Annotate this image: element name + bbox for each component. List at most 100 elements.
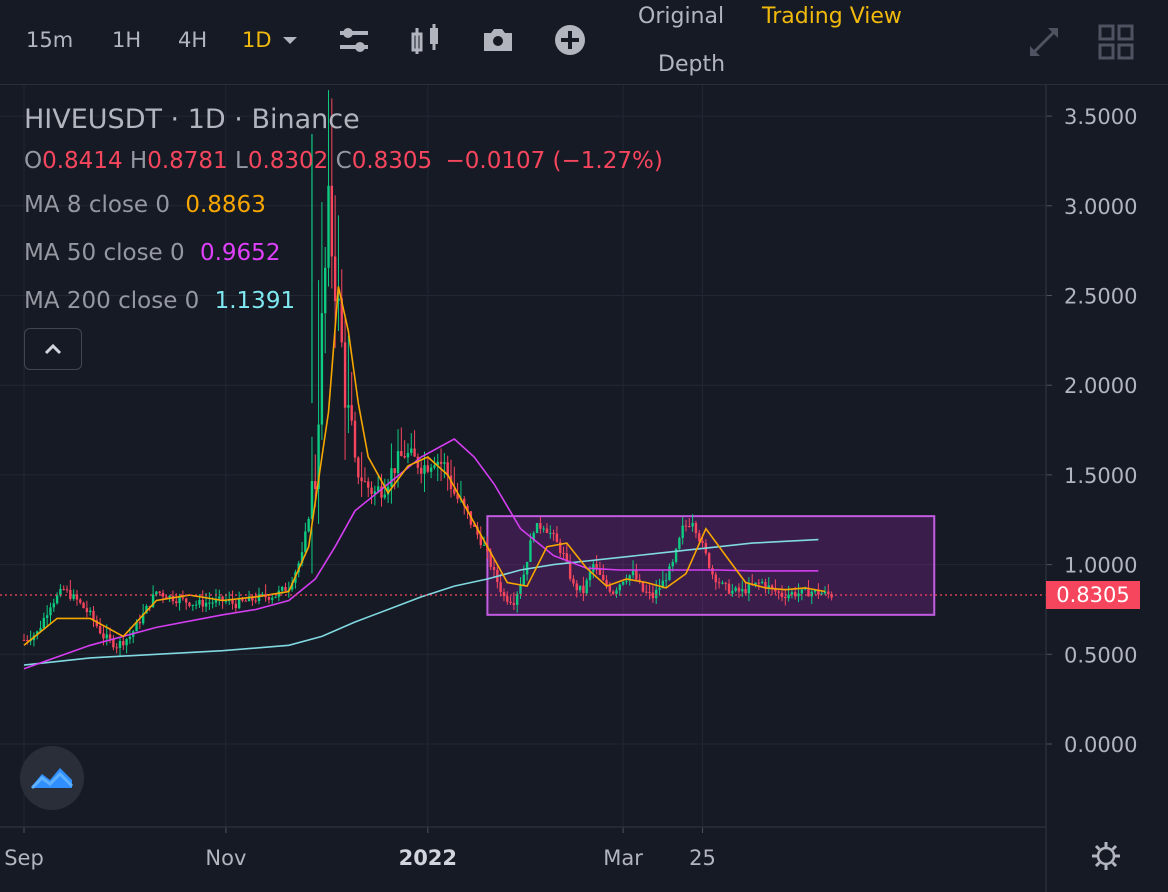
- x-tick-label: Nov: [205, 846, 246, 870]
- interval-1h[interactable]: 1H: [112, 28, 142, 52]
- candle-body: [532, 533, 535, 541]
- candle-body: [36, 631, 39, 636]
- gear-icon[interactable]: [1090, 840, 1122, 872]
- candle-body: [433, 465, 436, 468]
- candle-body: [396, 451, 400, 474]
- chart-toolbar: 15m 1H 4H 1D Original Trading View Depth: [0, 0, 1168, 85]
- candle-body: [820, 593, 823, 595]
- candle-body: [443, 462, 446, 464]
- candle-body: [671, 562, 674, 567]
- candle-body: [764, 581, 767, 589]
- candle-body: [39, 627, 42, 632]
- candle-body: [376, 486, 380, 492]
- candle-body: [393, 468, 396, 474]
- y-tick-label: 0.5000: [1064, 643, 1137, 667]
- candle-body: [198, 599, 201, 605]
- candle-body: [145, 606, 148, 614]
- candle-body: [115, 647, 118, 649]
- candle-body: [403, 456, 406, 458]
- tradingview-logo-icon[interactable]: [20, 746, 84, 810]
- candle-body: [655, 589, 658, 599]
- candle-body: [429, 467, 433, 472]
- candle-body: [410, 448, 413, 453]
- y-tick-label: 3.5000: [1064, 105, 1137, 129]
- x-tick-label: Sep: [4, 846, 44, 870]
- add-icon[interactable]: [552, 22, 588, 58]
- chevron-down-icon[interactable]: [280, 30, 300, 50]
- candle-body: [108, 634, 112, 639]
- camera-icon[interactable]: [480, 22, 516, 58]
- candle-body: [572, 578, 575, 584]
- candle-body: [797, 593, 800, 597]
- candle-body: [214, 598, 218, 603]
- candle-body: [479, 534, 482, 546]
- candle-body: [284, 587, 287, 591]
- moving-averages: [0, 286, 1046, 670]
- ohlc-readout: O0.8414 H0.8781 L0.8302 C0.8305 −0.0107 …: [24, 148, 663, 174]
- candle-body: [79, 599, 82, 603]
- price-chart[interactable]: 3.5000 3.0000 2.5000 2.0000 1.5000 1.0000 0.50…: [0, 85, 1168, 892]
- fullscreen-icon[interactable]: [1026, 24, 1062, 60]
- candle-body: [254, 600, 257, 602]
- candle-body: [741, 589, 744, 592]
- candle-body: [681, 525, 684, 538]
- candle-body: [602, 574, 605, 580]
- candle-body: [237, 598, 241, 609]
- candle-body: [568, 561, 572, 579]
- interval-15m[interactable]: 15m: [26, 28, 74, 52]
- x-tick-label: 2022: [399, 846, 457, 870]
- candle-body: [310, 481, 314, 519]
- candle-body: [588, 571, 592, 581]
- candle-body: [274, 596, 277, 598]
- interval-4h[interactable]: 4H: [178, 28, 208, 52]
- view-original-tab[interactable]: Original: [638, 4, 725, 29]
- candle-body: [304, 531, 307, 553]
- view-trading-view-tab[interactable]: Trading View: [762, 4, 902, 29]
- candle-body: [290, 582, 294, 590]
- candle-body: [515, 593, 519, 605]
- candle-body: [380, 486, 383, 498]
- candle-body: [347, 405, 350, 408]
- indicator-settings-icon[interactable]: [336, 22, 372, 58]
- ma8-label: MA 8 close 0: [24, 192, 171, 218]
- candle-body: [608, 585, 612, 592]
- candle-body: [611, 591, 615, 594]
- candle-body: [711, 567, 714, 575]
- candlestick-type-icon[interactable]: [408, 22, 444, 58]
- candle-body: [191, 604, 195, 607]
- candle-body: [390, 468, 393, 487]
- low-key: L: [235, 148, 248, 174]
- candle-body: [62, 588, 65, 590]
- candle-body: [549, 532, 552, 534]
- legend-collapse-button[interactable]: [24, 328, 82, 370]
- candle-body: [400, 451, 403, 457]
- candle-body: [112, 638, 115, 648]
- y-tick-label: 2.5000: [1064, 285, 1137, 309]
- candle-body: [122, 640, 125, 646]
- candle-body: [813, 589, 817, 592]
- candle-body: [353, 420, 357, 458]
- view-depth-tab[interactable]: Depth: [658, 52, 726, 77]
- candle-body: [85, 608, 89, 613]
- change-value: −0.0107 (−1.27%): [445, 148, 663, 174]
- y-tick-label: 1.0000: [1064, 554, 1137, 578]
- candle-body: [89, 610, 92, 613]
- interval-1d[interactable]: 1D: [242, 28, 272, 52]
- candle-body: [184, 598, 188, 603]
- ma200-label: MA 200 close 0: [24, 288, 200, 314]
- candle-body: [247, 596, 251, 602]
- candle-body: [55, 595, 59, 604]
- candle-body: [800, 589, 804, 594]
- layout-grid-icon[interactable]: [1098, 24, 1134, 60]
- candle-body: [168, 595, 171, 599]
- candle-body: [519, 584, 522, 594]
- candle-body: [545, 528, 549, 533]
- candle-body: [631, 570, 635, 576]
- candle-body: [555, 533, 559, 543]
- candle-body: [714, 574, 717, 583]
- candle-body: [128, 636, 132, 640]
- candle-body: [363, 481, 367, 483]
- candle-body: [691, 523, 694, 527]
- candle-body: [678, 537, 681, 549]
- candle-body: [420, 467, 423, 474]
